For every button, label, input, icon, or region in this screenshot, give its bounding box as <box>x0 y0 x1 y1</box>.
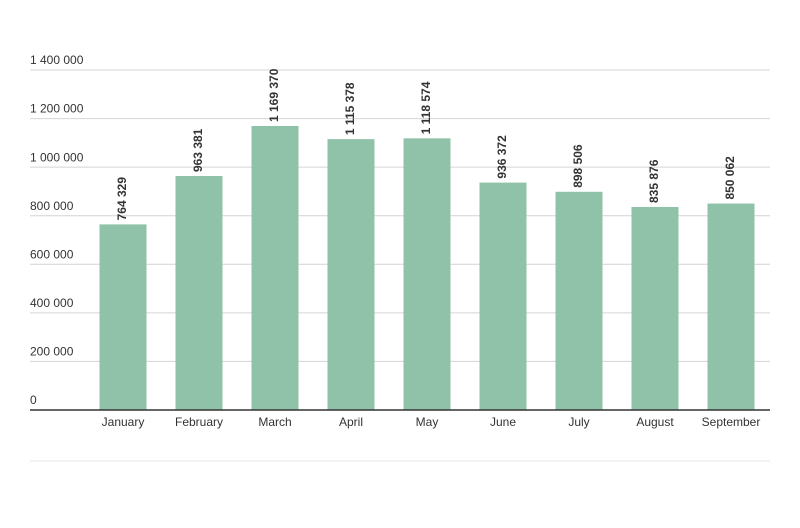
x-tick-label: February <box>175 415 223 429</box>
value-label: 898 506 <box>571 144 585 188</box>
value-label: 850 062 <box>723 156 737 200</box>
y-tick-label: 1 200 000 <box>30 102 84 116</box>
y-tick-label: 0 <box>30 393 37 407</box>
value-label: 835 876 <box>647 159 661 203</box>
bar <box>99 224 147 410</box>
value-label: 936 372 <box>495 135 509 179</box>
bar <box>555 191 603 410</box>
bar <box>251 126 299 411</box>
x-tick-label: July <box>568 415 589 429</box>
value-label: 963 381 <box>191 128 205 172</box>
y-tick-label: 1 400 000 <box>30 53 84 67</box>
x-tick-label: May <box>416 415 439 429</box>
bar <box>403 138 451 410</box>
bar <box>631 207 679 410</box>
y-tick-label: 200 000 <box>30 345 74 359</box>
x-tick-label: March <box>258 415 291 429</box>
y-tick-label: 800 000 <box>30 199 74 213</box>
x-tick-label: August <box>636 415 674 429</box>
x-tick-label: January <box>102 415 145 429</box>
x-tick-label: June <box>490 415 516 429</box>
value-label: 764 329 <box>115 177 129 221</box>
y-tick-label: 1 000 000 <box>30 150 84 164</box>
y-tick-label: 400 000 <box>30 296 74 310</box>
bar <box>327 139 375 410</box>
bar <box>175 176 223 410</box>
x-tick-label: September <box>702 415 761 429</box>
bar <box>479 182 527 410</box>
value-label: 1 115 378 <box>343 82 357 135</box>
bar <box>707 203 755 410</box>
value-label: 1 169 370 <box>267 68 281 122</box>
x-tick-label: April <box>339 415 363 429</box>
y-tick-label: 600 000 <box>30 247 74 261</box>
value-label: 1 118 574 <box>419 81 433 134</box>
